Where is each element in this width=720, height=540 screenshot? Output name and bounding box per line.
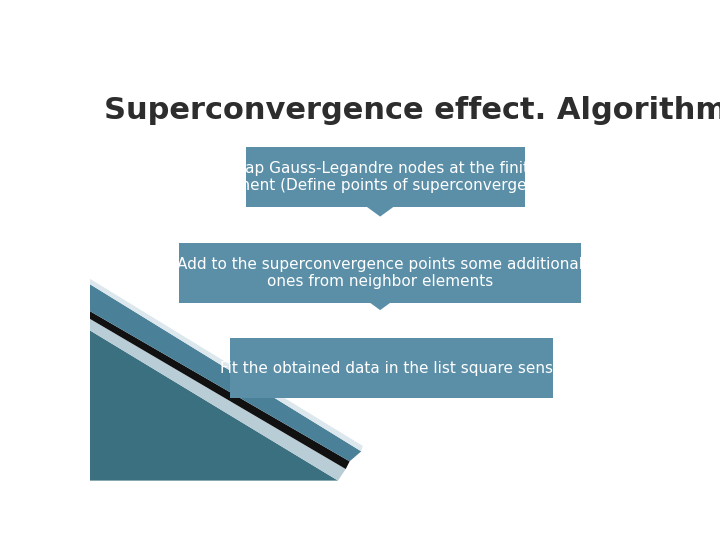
Text: Map Gauss-Legandre nodes at the finite
element (Define points of superconvergenc: Map Gauss-Legandre nodes at the finite e… (212, 161, 560, 193)
FancyBboxPatch shape (230, 338, 553, 399)
Text: Add to the superconvergence points some additional
ones from neighbor elements: Add to the superconvergence points some … (177, 256, 583, 289)
Polygon shape (90, 311, 350, 469)
Polygon shape (90, 279, 363, 451)
Polygon shape (357, 200, 403, 217)
FancyBboxPatch shape (179, 242, 581, 303)
Text: Fit the obtained data in the list square sense: Fit the obtained data in the list square… (220, 361, 562, 376)
Polygon shape (357, 293, 403, 310)
Text: Superconvergence effect. Algorithm: Superconvergence effect. Algorithm (104, 96, 720, 125)
Polygon shape (90, 330, 338, 481)
Polygon shape (90, 319, 346, 481)
FancyBboxPatch shape (246, 147, 526, 207)
Polygon shape (90, 284, 361, 461)
